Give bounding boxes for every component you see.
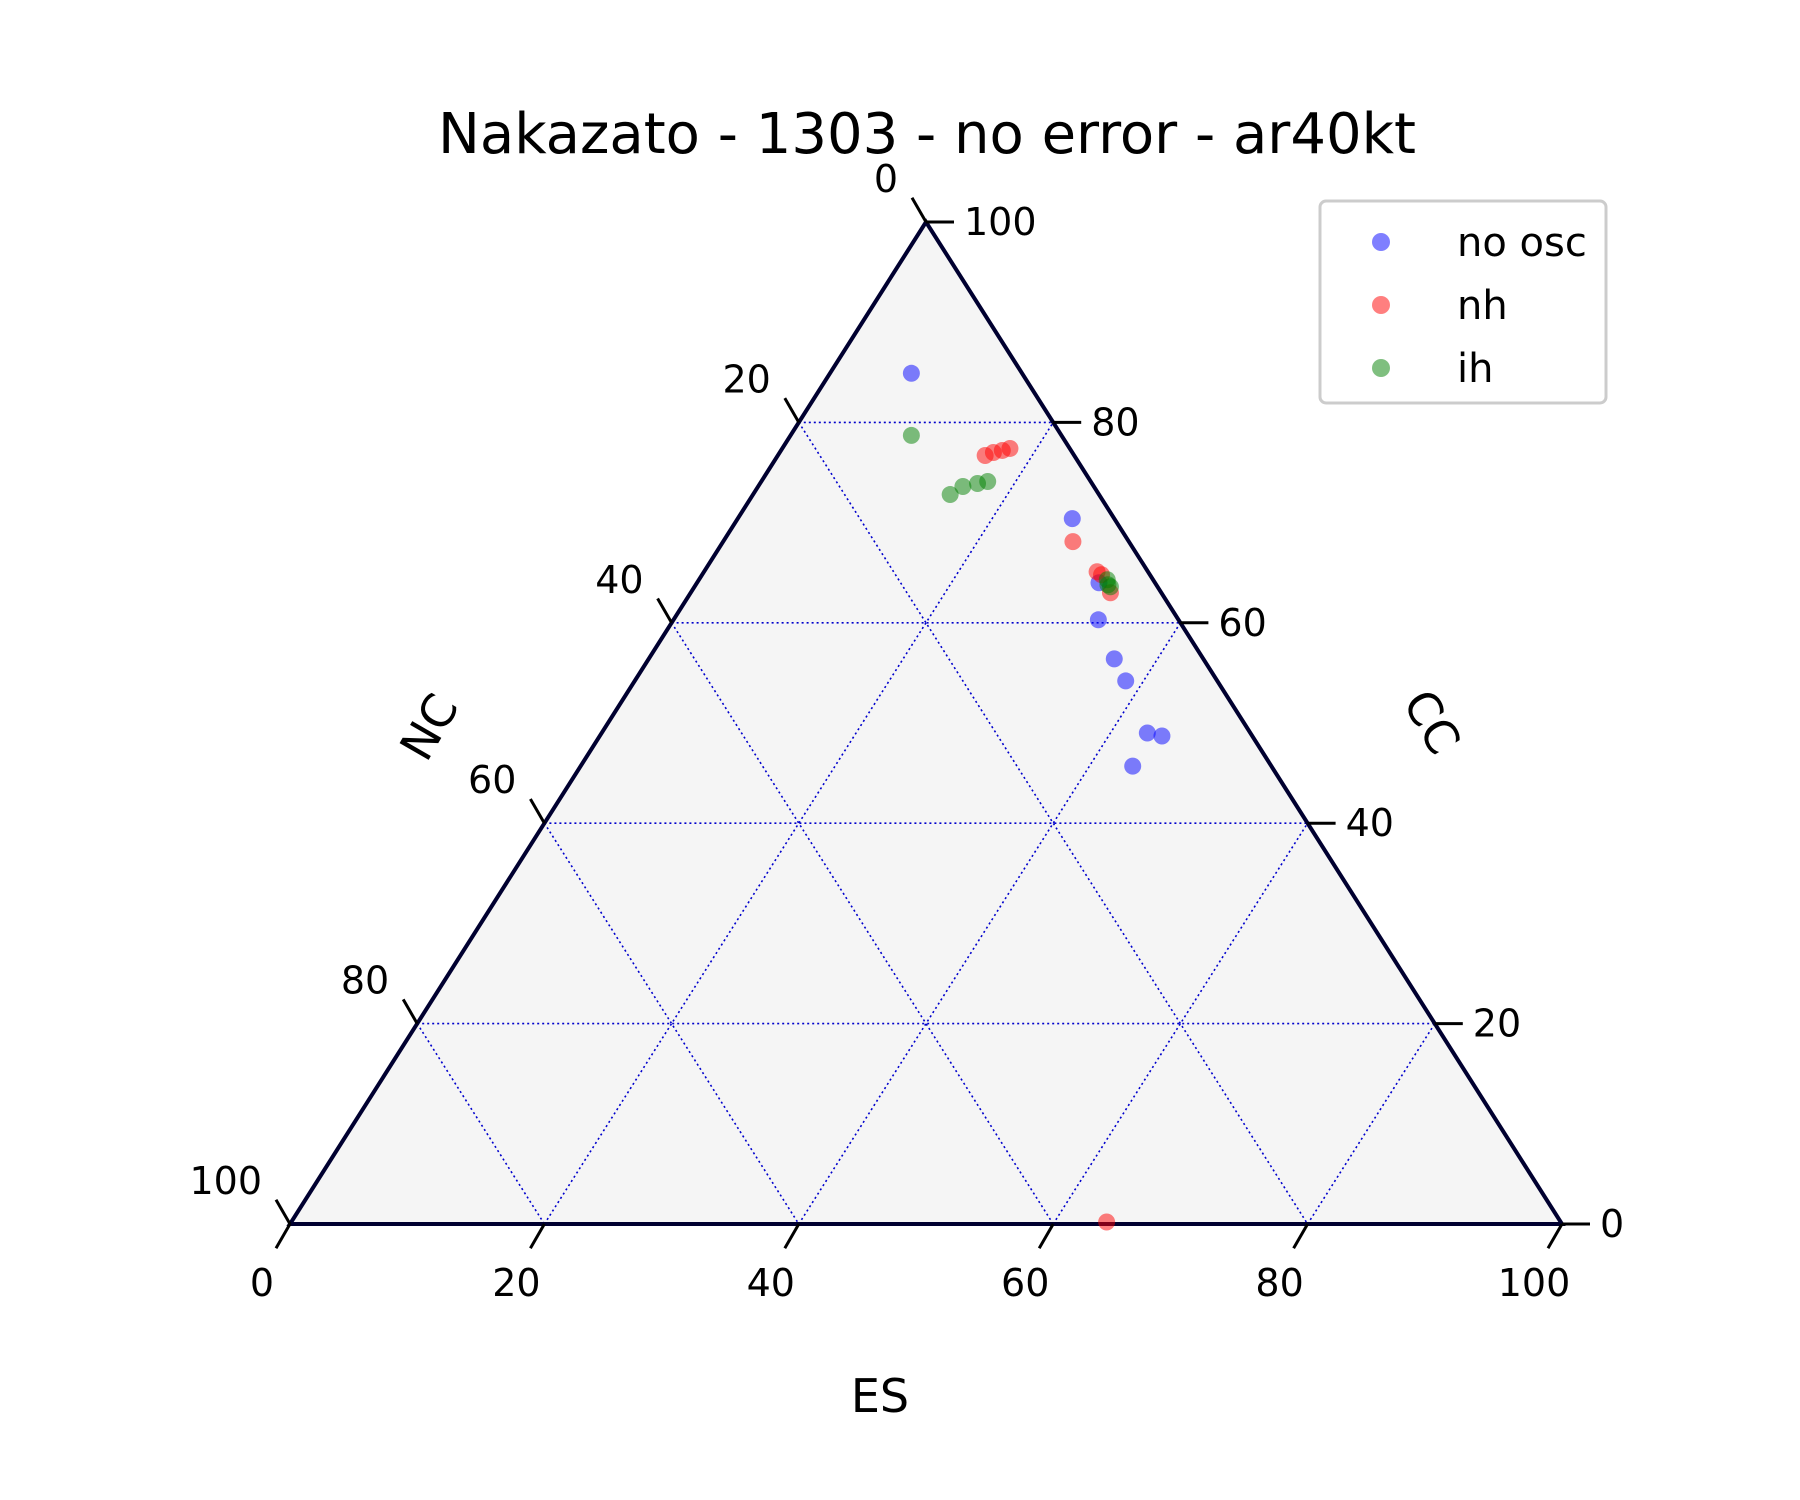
legend-marker-ih [1372,359,1390,377]
grid-line [670,622,1054,1225]
data-point-no-osc [1117,672,1135,690]
tick-left [529,798,546,824]
axis-title-left: NC [389,685,469,770]
tick-left [274,1199,292,1225]
grid-lines [416,421,1436,1225]
data-point-nh [1098,1213,1116,1231]
tick-label-left: 60 [468,758,516,802]
data-point-no-osc [1063,510,1081,528]
data-point-ih [1101,578,1119,596]
tick-label-right: 0 [1600,1202,1624,1246]
ternary-plot-area [290,222,1562,1224]
data-point-no-osc [1138,724,1156,742]
data-point-ih [941,486,959,504]
data-point-ih [969,475,987,493]
data-point-ih [954,478,972,496]
tick-label-bottom: 100 [1498,1261,1571,1305]
chart-title: Nakazato - 1303 - no error - ar40kt [438,102,1416,167]
tick-label-left: 0 [874,157,898,201]
tick-label-left: 100 [189,1159,262,1203]
legend-label: ih [1457,346,1493,392]
tick-bottom [783,1223,801,1249]
tick-bottom [1546,1223,1564,1249]
data-point-nh [976,446,994,464]
data-point-nh [1064,533,1082,551]
tick-label-bottom: 80 [1255,1261,1303,1305]
legend-box [1318,199,1608,405]
tick-left [656,597,673,624]
tick-label-right: 40 [1346,801,1394,845]
legend-marker-nh [1372,296,1390,314]
tick-marks [274,197,1590,1249]
tick-left [401,998,419,1025]
tick-label-bottom: 0 [250,1261,274,1305]
grid-line [543,421,1054,1225]
grid-line [1052,822,1309,1225]
tick-label-right: 100 [964,200,1037,244]
grid-line [798,421,1309,1225]
tick-label-right: 20 [1473,1002,1521,1046]
tick-label-bottom: 60 [1001,1261,1049,1305]
tick-label-bottom: 40 [747,1261,795,1305]
grid-line [543,822,800,1225]
ternary-frame [286,218,1566,1226]
tick-label-right: 80 [1091,400,1139,444]
data-point-ih [902,426,920,444]
tick-label-left: 20 [722,357,770,401]
tick-left [783,397,801,424]
tick-bottom [529,1223,546,1249]
data-point-no-osc [902,364,920,382]
data-point-no-osc [1089,611,1107,629]
axis-title-right: CC [1392,681,1471,764]
data-point-no-osc [1153,727,1171,745]
data-point-no-osc [1105,650,1123,668]
data-point-no-osc [1124,757,1142,775]
tick-label-left: 40 [595,558,643,602]
tick-bottom [1037,1223,1055,1249]
data-points [902,364,1171,1231]
tick-label-bottom: 20 [492,1261,540,1305]
tick-label-left: 80 [341,959,389,1003]
legend-marker-no-osc [1372,233,1390,251]
tick-left [910,197,928,223]
legend-label: nh [1457,283,1508,329]
tick-bottom [1292,1223,1309,1249]
grid-line [798,622,1182,1225]
tick-label-right: 60 [1218,601,1266,645]
tick-bottom [274,1223,292,1249]
legend-label: no osc [1457,220,1587,266]
legend: no osc nh ih [1318,199,1608,405]
axis-title-bottom: ES [851,1369,909,1423]
